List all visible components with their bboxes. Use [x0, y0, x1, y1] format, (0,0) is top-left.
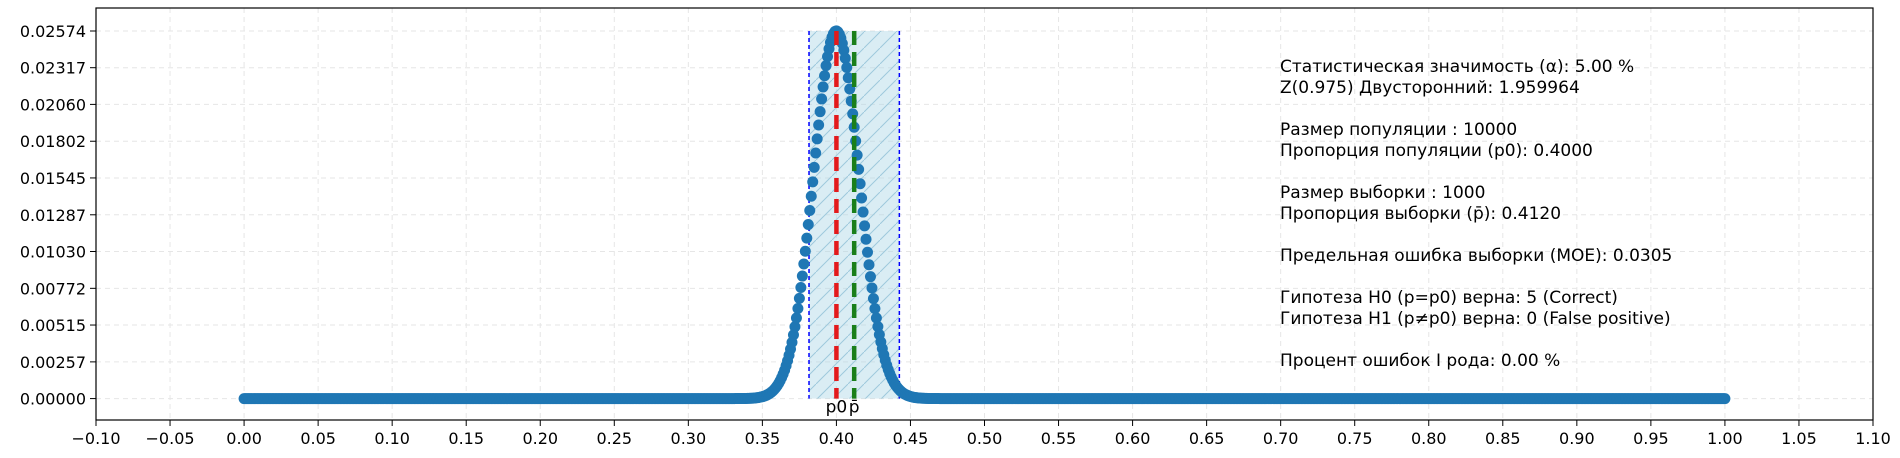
y-tick-label: 0.02317	[20, 59, 86, 78]
x-tick-label: 0.15	[448, 429, 484, 448]
annotation-box: Статистическая значимость (α): 5.00 %Z(0…	[1280, 57, 1672, 371]
x-tick-label: 0.95	[1633, 429, 1669, 448]
data-point	[792, 303, 804, 315]
data-point	[869, 303, 881, 315]
y-tick-label: 0.00257	[20, 353, 86, 372]
y-tick-label: 0.01287	[20, 206, 86, 225]
data-point	[842, 72, 854, 84]
x-tick-label: 0.75	[1337, 429, 1373, 448]
data-point	[804, 205, 816, 217]
data-point	[799, 245, 811, 257]
data-point	[793, 292, 805, 304]
axes: −0.10 −0.05 0.00 0.05 0.10 0.15 0.20 0.25 0.30 0.…	[20, 7, 1891, 448]
annotation-line: Пропорция популяции (p0): 0.4000	[1280, 141, 1593, 161]
data-point	[798, 258, 810, 270]
data-point	[813, 119, 825, 131]
data-point	[790, 312, 802, 324]
x-tick-label: −0.05	[146, 429, 195, 448]
data-point	[863, 259, 875, 271]
annotation-line: Пропорция выборки (p̄): 0.4120	[1280, 204, 1561, 224]
reference-line-label: p̄	[849, 398, 860, 418]
data-point	[787, 329, 799, 341]
data-point	[802, 218, 814, 230]
data-point	[816, 93, 828, 105]
x-tick-label: 0.50	[967, 429, 1003, 448]
data-point	[810, 147, 822, 159]
data-point	[867, 293, 879, 305]
annotation-line: Размер выборки : 1000	[1280, 183, 1485, 203]
y-tick-label: 0.02060	[20, 95, 86, 114]
x-tick-label: −0.10	[71, 429, 120, 448]
x-tick-label: 0.10	[374, 429, 410, 448]
annotation-line: Предельная ошибка выборки (MOE): 0.0305	[1280, 246, 1672, 266]
x-tick-label: 0.55	[1041, 429, 1077, 448]
data-point	[801, 232, 813, 244]
data-point	[864, 271, 876, 283]
data-point	[1719, 393, 1731, 405]
x-tick-label: 1.00	[1707, 429, 1743, 448]
x-tick-label: 0.00	[226, 429, 262, 448]
data-point	[808, 161, 820, 173]
x-tick-label: 0.85	[1485, 429, 1521, 448]
annotation-line: Размер популяции : 10000	[1280, 120, 1517, 140]
data-point	[860, 233, 872, 245]
y-tick-label: 0.01545	[20, 169, 86, 188]
data-point	[805, 190, 817, 202]
reference-lines: p0 p̄	[826, 30, 860, 418]
x-tick-label: 1.05	[1781, 429, 1817, 448]
x-tick-label: 0.20	[522, 429, 558, 448]
x-tick-label: 0.45	[893, 429, 929, 448]
x-tick-label: 0.80	[1411, 429, 1447, 448]
data-point	[854, 178, 866, 190]
annotation-line: Гипотеза H1 (p≠p0) верна: 0 (False posit…	[1280, 309, 1671, 329]
annotation-line: Гипотеза H0 (p=p0) верна: 5 (Correct)	[1280, 288, 1618, 308]
x-tick-label: 0.05	[300, 429, 336, 448]
data-point	[796, 270, 808, 282]
data-point	[856, 192, 868, 204]
annotation-line: Z(0.975) Двусторонний: 1.959964	[1280, 78, 1580, 98]
y-tick-label: 0.01030	[20, 242, 86, 261]
annotation-line: Процент ошибок I рода: 0.00 %	[1280, 351, 1560, 371]
x-tick-label: 0.90	[1559, 429, 1595, 448]
y-tick-label: 0.00000	[20, 390, 86, 409]
y-tick-label: 0.00515	[20, 316, 86, 335]
data-point	[811, 133, 823, 145]
data-point	[859, 220, 871, 232]
reference-line-label: p0	[826, 398, 848, 418]
data-point	[789, 321, 801, 333]
x-tick-label: 0.40	[819, 429, 855, 448]
data-point	[839, 52, 851, 64]
data-point	[862, 246, 874, 258]
x-tick-label: 0.60	[1115, 429, 1151, 448]
y-tick-label: 0.01802	[20, 132, 86, 151]
data-point	[817, 81, 829, 93]
data-point	[866, 282, 878, 294]
x-tick-label: 0.35	[745, 429, 781, 448]
data-point	[870, 312, 882, 324]
data-point	[841, 61, 853, 73]
data-point	[795, 282, 807, 294]
x-tick-label: 0.65	[1189, 429, 1225, 448]
y-tick-label: 0.02574	[20, 22, 86, 41]
data-point	[820, 60, 832, 72]
data-point	[857, 206, 869, 218]
annotation-line: Статистическая значимость (α): 5.00 %	[1280, 57, 1634, 77]
x-tick-label: 0.70	[1263, 429, 1299, 448]
y-tick-label: 0.00772	[20, 279, 86, 298]
x-tick-label: 0.25	[596, 429, 632, 448]
x-tick-label: 1.10	[1855, 429, 1891, 448]
data-point	[814, 106, 826, 118]
data-point	[807, 176, 819, 188]
data-point	[819, 70, 831, 82]
x-tick-label: 0.30	[671, 429, 707, 448]
data-series	[238, 25, 1731, 405]
